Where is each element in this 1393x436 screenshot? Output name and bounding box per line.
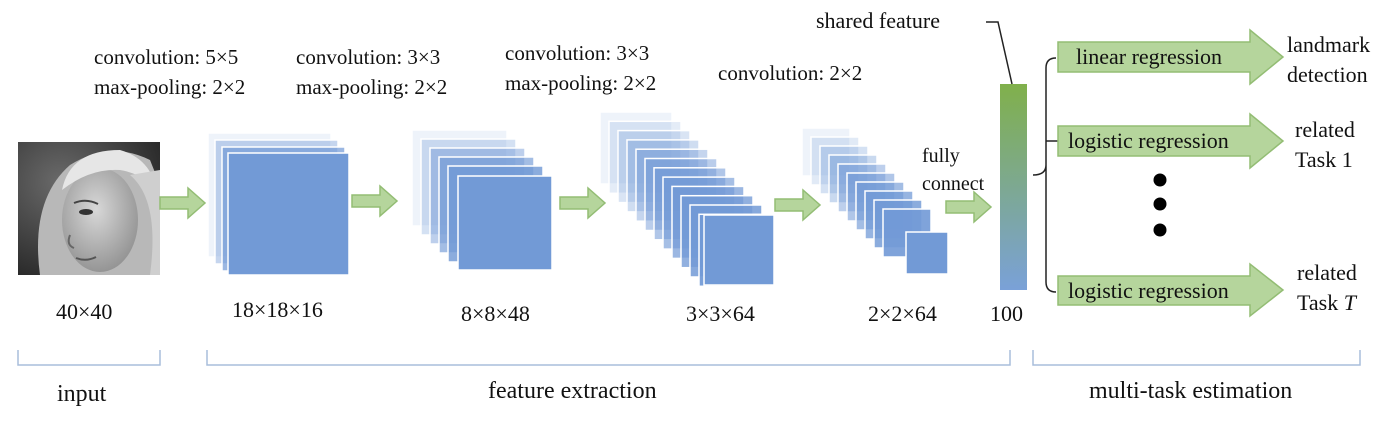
task1-output-line1: landmark xyxy=(1287,32,1371,57)
layer1-size-label: 18×18×16 xyxy=(232,297,323,322)
feature-map-front xyxy=(457,175,553,271)
feature-map-front xyxy=(703,214,775,286)
layer1-conv-label: convolution: 5×5 xyxy=(94,45,239,69)
arrow-conv2-to-conv3 xyxy=(559,186,607,220)
arrow-conv4-to-fc xyxy=(945,190,993,224)
section-feature-extraction-label: feature extraction xyxy=(488,378,657,404)
task3-output-line2: Task T xyxy=(1297,288,1357,318)
task3-output-label: related Task T xyxy=(1297,258,1357,318)
feature-map-stack-8x8x48 xyxy=(411,129,553,271)
layer4-conv-label: convolution: 2×2 xyxy=(718,61,863,85)
task3-output-line1: related xyxy=(1297,260,1357,285)
arrow-conv1-to-conv2 xyxy=(351,184,399,218)
bracket-feature-extraction xyxy=(206,350,1011,366)
ellipsis-dot xyxy=(1153,197,1167,211)
input-face-image xyxy=(18,142,160,275)
layer2-conv-label: convolution: 3×3 xyxy=(296,45,441,69)
arrow-input-to-conv1 xyxy=(159,186,207,220)
layer3-conv-label: convolution: 3×3 xyxy=(505,41,650,65)
task-arrow-2 xyxy=(1057,112,1285,170)
task2-output-label: related Task 1 xyxy=(1295,115,1355,175)
task-arrow-3 xyxy=(1057,262,1285,318)
layer1-pool-label: max-pooling: 2×2 xyxy=(94,75,246,99)
feature-map-layer xyxy=(819,145,869,195)
ellipsis-dot xyxy=(1153,223,1167,237)
feature-map-layer xyxy=(801,127,851,177)
bracket-input xyxy=(17,350,161,366)
fully-connect-label: fully connect xyxy=(922,142,984,198)
fc-size-label: 100 xyxy=(990,301,1023,326)
ellipsis-dot xyxy=(1153,173,1167,187)
layer3-labels: convolution: 3×3 max-pooling: 2×2 xyxy=(505,38,656,98)
layer2-pool-label: max-pooling: 2×2 xyxy=(296,75,448,99)
shared-feature-label: shared feature xyxy=(816,8,940,33)
task-brace xyxy=(1032,57,1057,293)
layer2-size-label: 8×8×48 xyxy=(461,301,530,326)
layer3-size-label: 3×3×64 xyxy=(686,301,755,326)
task2-output-line2: Task 1 xyxy=(1295,147,1353,172)
bracket-multi-task xyxy=(1032,350,1361,366)
task1-method-label: linear regression xyxy=(1076,44,1222,69)
shared-feature-pointer xyxy=(986,21,1013,85)
feature-map-stack-18x18x16 xyxy=(207,132,350,276)
task3-method-label: logistic regression xyxy=(1068,278,1229,303)
task1-output-label: landmark detection xyxy=(1287,30,1370,90)
feature-map-front xyxy=(905,231,949,275)
layer4-size-label: 2×2×64 xyxy=(868,301,937,326)
arrow-conv3-to-conv4 xyxy=(774,188,822,222)
layer4-labels: convolution: 2×2 xyxy=(718,58,862,88)
shared-feature-bar xyxy=(1000,84,1027,290)
feature-map-stack-2x2x64 xyxy=(801,127,949,275)
layer2-labels: convolution: 3×3 max-pooling: 2×2 xyxy=(296,42,447,102)
layer1-labels: convolution: 5×5 max-pooling: 2×2 xyxy=(94,42,245,102)
task1-output-line2: detection xyxy=(1287,62,1368,87)
layer3-pool-label: max-pooling: 2×2 xyxy=(505,71,657,95)
feature-map-front xyxy=(227,152,350,276)
task3-output-italic: T xyxy=(1343,290,1356,315)
section-multi-task-label: multi-task estimation xyxy=(1089,378,1293,404)
input-size-label: 40×40 xyxy=(56,299,113,324)
fully-connect-line2: connect xyxy=(922,173,985,195)
task2-method-label: logistic regression xyxy=(1068,128,1229,153)
task-arrow-1 xyxy=(1057,28,1285,86)
feature-map-stack-3x3x64 xyxy=(599,111,775,288)
task3-output-text: Task xyxy=(1297,290,1344,315)
section-input-label: input xyxy=(57,381,107,407)
task2-output-line1: related xyxy=(1295,117,1355,142)
fully-connect-line1: fully xyxy=(922,145,960,167)
